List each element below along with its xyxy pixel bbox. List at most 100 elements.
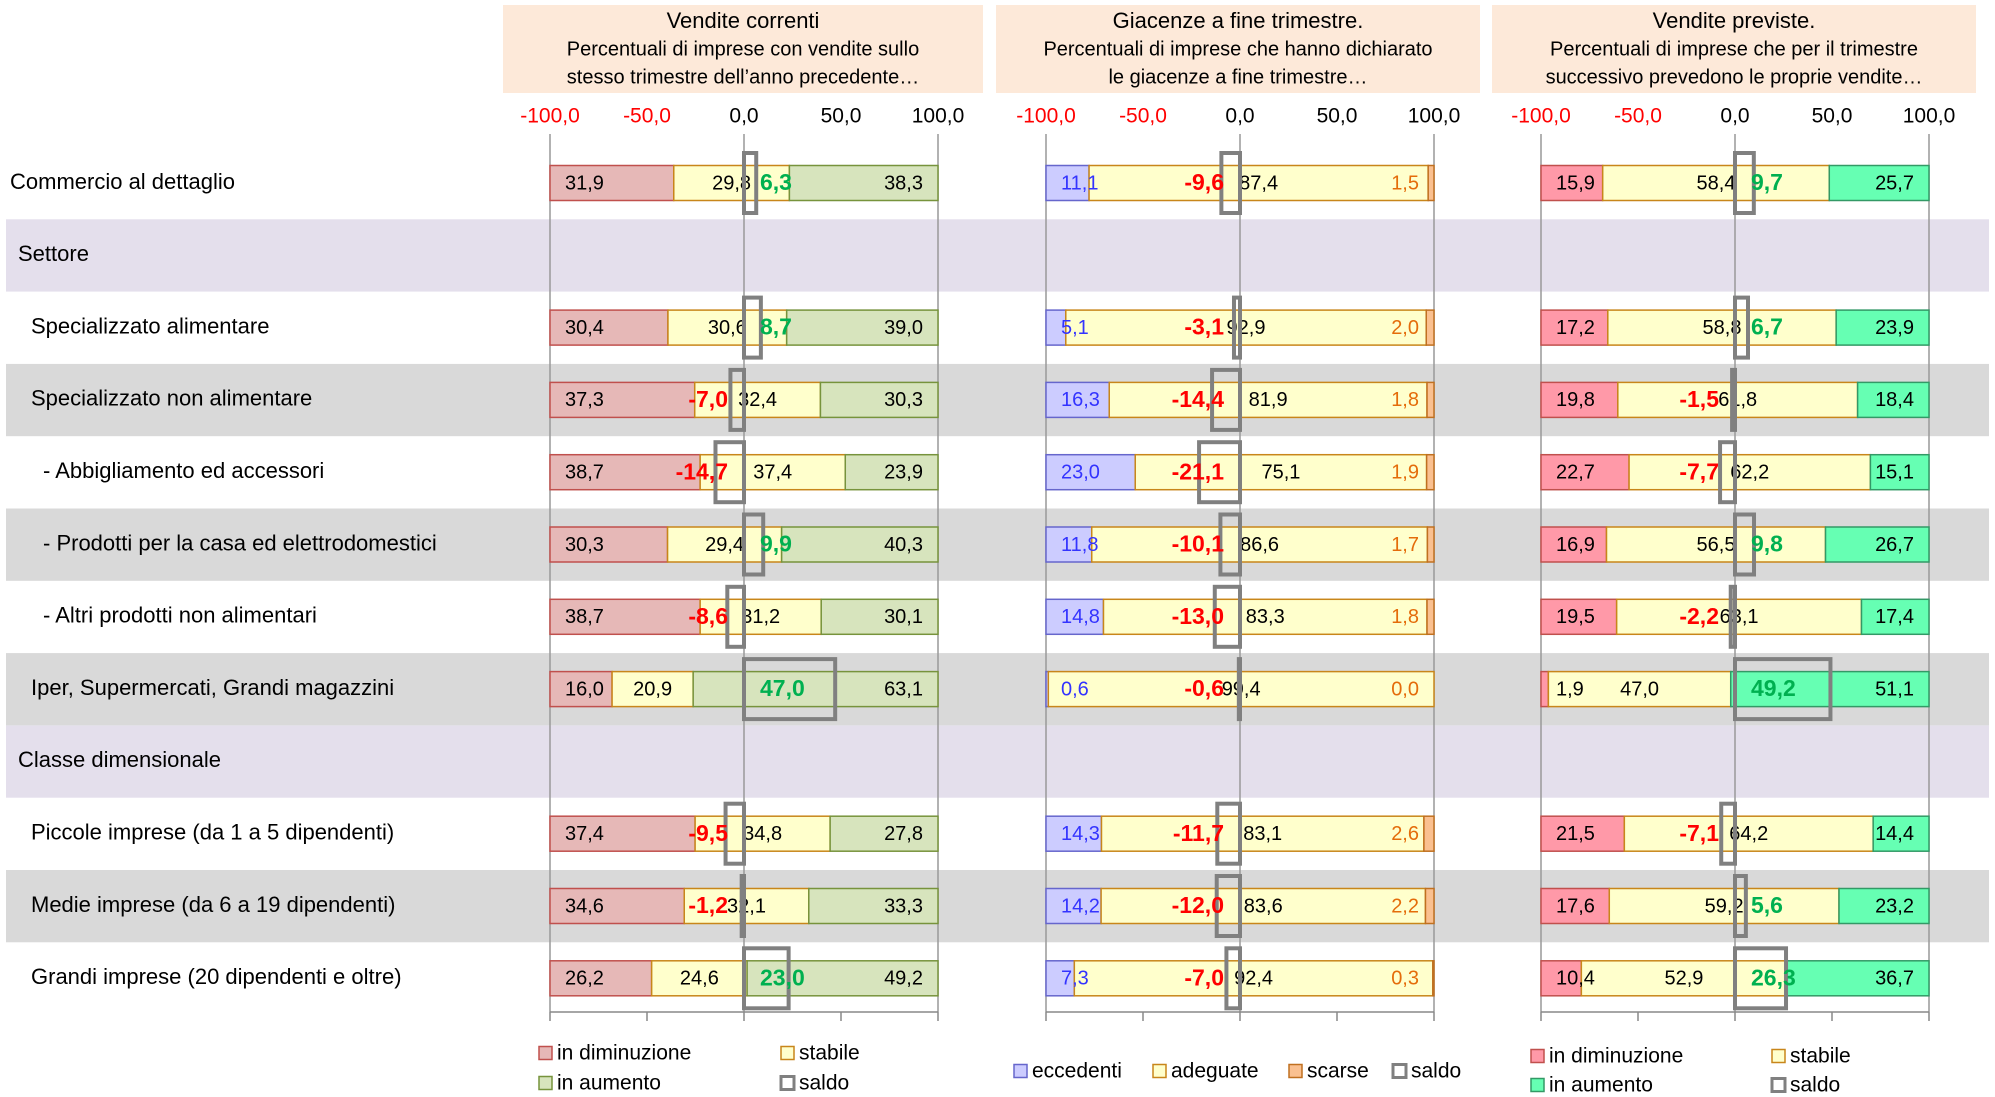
bar-segment — [1605, 526, 1827, 563]
data-label: 0,3 — [1391, 968, 1419, 990]
legend-label: in aumento — [1549, 1074, 1653, 1097]
saldo-box — [742, 946, 791, 1011]
data-label: 26,2 — [565, 968, 604, 990]
bar-segment — [1607, 309, 1837, 346]
saldo-label: 9,9 — [760, 531, 792, 557]
data-label: 16,3 — [1061, 389, 1100, 411]
bar-segment — [1628, 453, 1872, 491]
data-label: 26,7 — [1875, 534, 1914, 556]
data-label: 32,4 — [738, 389, 777, 411]
bar-segment — [1108, 381, 1428, 419]
section-band — [6, 219, 1989, 292]
saldo-box — [742, 151, 759, 215]
data-label: 30,6 — [708, 317, 747, 339]
data-label: 2,2 — [1391, 895, 1419, 917]
bar-segment — [1100, 815, 1425, 852]
section-label: Settore — [18, 241, 89, 266]
data-label: 16,0 — [565, 678, 604, 700]
row-label: - Altri prodotti non alimentari — [43, 603, 317, 628]
saldo-label: -11,7 — [1173, 820, 1224, 846]
data-label: 37,4 — [565, 823, 604, 845]
saldo-box — [1224, 946, 1243, 1011]
bar-segment — [788, 164, 939, 202]
data-label: 2,0 — [1391, 317, 1419, 339]
row-label: Grandi imprese (20 dipendenti e oltre) — [31, 964, 402, 989]
data-label: 7,3 — [1061, 968, 1089, 990]
legend-label: in diminuzione — [557, 1042, 691, 1065]
bar-segment — [549, 815, 696, 852]
saldo-box — [1733, 657, 1833, 722]
chart-subtitle: Percentuali di imprese che hanno dichiar… — [1043, 38, 1432, 60]
data-label: 22,7 — [1556, 461, 1595, 483]
data-label: 39,0 — [884, 317, 923, 339]
saldo-label: -10,1 — [1172, 531, 1225, 557]
x-tick-label: -50,0 — [1614, 105, 1662, 128]
data-label: 58,8 — [1703, 317, 1742, 339]
saldo-box — [1733, 946, 1789, 1011]
saldo-box — [1719, 801, 1737, 866]
row-label: - Prodotti per la casa ed elettrodomesti… — [43, 530, 437, 555]
saldo-label: 6,7 — [1751, 314, 1783, 340]
legend-marker — [780, 1045, 795, 1061]
data-label: 1,8 — [1391, 389, 1419, 411]
bar-segment — [820, 598, 939, 636]
data-label: 34,6 — [565, 895, 604, 917]
bar-segment — [694, 815, 831, 852]
chart-subtitle: Percentuali di imprese che per il trimes… — [1550, 38, 1918, 60]
saldo-label: -7,1 — [1679, 820, 1719, 846]
saldo-label: 8,7 — [760, 314, 792, 340]
legend-label: scarse — [1307, 1060, 1369, 1083]
bar-segment — [1090, 526, 1429, 563]
bar-segment — [683, 887, 810, 925]
data-label: 19,5 — [1556, 606, 1595, 628]
bar-segment — [1828, 164, 1930, 202]
saldo-box — [1197, 440, 1243, 505]
bar-segment — [1045, 887, 1102, 925]
bar-segment — [699, 453, 847, 491]
saldo-label: -9,5 — [688, 820, 728, 846]
bar-segment — [1540, 453, 1630, 491]
x-tick-label: 0,0 — [729, 105, 758, 128]
data-label: 30,3 — [884, 389, 923, 411]
legend-label: stabile — [799, 1042, 860, 1065]
data-label: 2,6 — [1391, 823, 1419, 845]
bar-segment — [819, 381, 939, 419]
data-label: 21,5 — [1556, 823, 1595, 845]
data-label: 1,7 — [1391, 534, 1419, 556]
saldo-box — [742, 295, 763, 360]
legend-label: stabile — [1790, 1045, 1851, 1068]
data-label: 16,9 — [1556, 534, 1595, 556]
data-label: 92,9 — [1227, 317, 1266, 339]
x-tick-label: -100,0 — [1511, 105, 1571, 128]
x-tick-label: -100,0 — [520, 105, 580, 128]
data-label: 14,3 — [1061, 823, 1100, 845]
row-label: - Abbigliamento ed accessori — [43, 458, 324, 483]
data-label: 47,0 — [1620, 678, 1659, 700]
legend-marker — [779, 1075, 796, 1091]
saldo-box — [1728, 584, 1738, 649]
legend-label: in aumento — [557, 1072, 661, 1095]
data-label: 29,4 — [705, 534, 744, 556]
data-label: 63,1 — [1720, 606, 1759, 628]
saldo-box — [739, 874, 746, 938]
bar-segment — [1540, 670, 1550, 708]
bar-segment — [829, 815, 939, 852]
data-label: 29,8 — [712, 172, 751, 194]
data-label: 83,1 — [1243, 823, 1282, 845]
bar-segment — [1102, 598, 1428, 636]
saldo-label: -21,1 — [1172, 458, 1225, 484]
bar-segment — [549, 670, 613, 708]
data-label: 1,9 — [1556, 678, 1584, 700]
bar-segment — [780, 526, 939, 563]
data-label: 51,1 — [1875, 678, 1914, 700]
row-label: Specializzato non alimentare — [31, 386, 312, 411]
saldo-box — [1733, 874, 1748, 938]
saldo-label: -7,0 — [1184, 964, 1224, 990]
bar-segment — [1872, 815, 1930, 852]
bar-segment — [785, 309, 939, 346]
saldo-label: -1,5 — [1679, 386, 1719, 412]
saldo-box — [1733, 295, 1750, 360]
title-box — [503, 5, 983, 93]
data-label: 87,4 — [1239, 172, 1278, 194]
